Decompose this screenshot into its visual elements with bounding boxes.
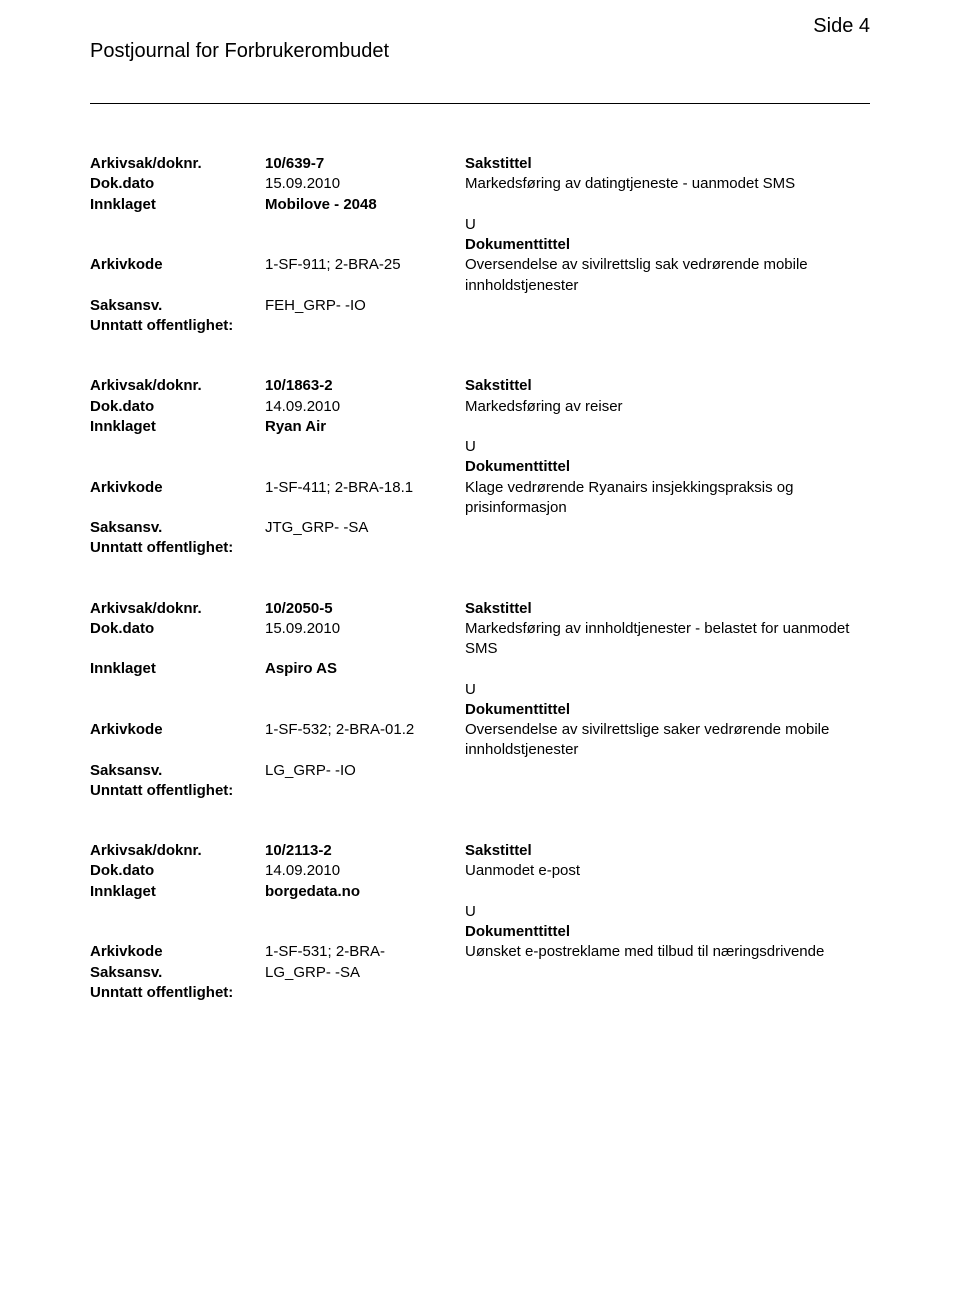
value-arkivsak: 10/639-7 bbox=[265, 154, 465, 174]
label-arkivsak: Arkivsak/doknr. bbox=[90, 376, 265, 396]
label-sakstittel: Sakstittel bbox=[465, 841, 870, 861]
label-arkivkode: Arkivkode bbox=[90, 478, 265, 498]
record: Arkivsak/doknr. 10/1863-2 Sakstittel Dok… bbox=[90, 376, 870, 558]
label-arkivsak: Arkivsak/doknr. bbox=[90, 154, 265, 174]
value-arkivkode: 1-SF-911; 2-BRA-25 bbox=[265, 255, 465, 275]
value-arkivsak: 10/2113-2 bbox=[265, 841, 465, 861]
value-arkivkode: 1-SF-531; 2-BRA- bbox=[265, 942, 465, 962]
label-dokumenttittel: Dokumenttittel bbox=[465, 457, 870, 477]
value-innklaget: Aspiro AS bbox=[265, 659, 465, 679]
value-sakstittel: Markedsføring av innholdtjenester - bela… bbox=[465, 619, 870, 660]
record: Arkivsak/doknr. 10/2113-2 Sakstittel Dok… bbox=[90, 841, 870, 1003]
label-sakstittel: Sakstittel bbox=[465, 154, 870, 174]
label-arkivkode: Arkivkode bbox=[90, 255, 265, 275]
value-innklaget: borgedata.no bbox=[265, 882, 465, 902]
value-doktittel: Klage vedrørende Ryanairs insjekkingspra… bbox=[465, 478, 870, 519]
value-dokdato: 14.09.2010 bbox=[265, 397, 465, 417]
label-arkivsak: Arkivsak/doknr. bbox=[90, 599, 265, 619]
label-sakstittel: Sakstittel bbox=[465, 599, 870, 619]
label-saksansv: Saksansv. bbox=[90, 963, 265, 983]
label-sakstittel: Sakstittel bbox=[465, 376, 870, 396]
label-dokdato: Dok.dato bbox=[90, 619, 265, 639]
value-arkivsak: 10/1863-2 bbox=[265, 376, 465, 396]
record: Arkivsak/doknr. 10/639-7 Sakstittel Dok.… bbox=[90, 154, 870, 336]
records-container: Arkivsak/doknr. 10/639-7 Sakstittel Dok.… bbox=[90, 154, 870, 1003]
value-doktittel: Oversendelse av sivilrettslig sak vedrør… bbox=[465, 255, 870, 296]
label-unntatt: Unntatt offentlighet: bbox=[90, 781, 233, 801]
label-dokdato: Dok.dato bbox=[90, 174, 265, 194]
value-dokdato: 15.09.2010 bbox=[265, 174, 465, 194]
value-kode: U bbox=[465, 680, 870, 700]
value-saksansv: FEH_GRP- -IO bbox=[265, 296, 465, 316]
label-dokdato: Dok.dato bbox=[90, 861, 265, 881]
label-saksansv: Saksansv. bbox=[90, 518, 265, 538]
label-innklaget: Innklaget bbox=[90, 417, 265, 437]
value-sakstittel: Uanmodet e-post bbox=[465, 861, 870, 881]
label-arkivkode: Arkivkode bbox=[90, 942, 265, 962]
page: Side 4 Postjournal for Forbrukerombudet … bbox=[0, 0, 960, 1316]
page-title: Postjournal for Forbrukerombudet bbox=[90, 40, 870, 63]
label-arkivkode: Arkivkode bbox=[90, 720, 265, 740]
label-innklaget: Innklaget bbox=[90, 659, 265, 679]
page-number: Side 4 bbox=[813, 15, 870, 38]
label-saksansv: Saksansv. bbox=[90, 296, 265, 316]
value-saksansv: LG_GRP- -SA bbox=[265, 963, 465, 983]
value-doktittel: Oversendelse av sivilrettslige saker ved… bbox=[465, 720, 870, 761]
value-innklaget: Mobilove - 2048 bbox=[265, 195, 465, 215]
value-kode: U bbox=[465, 215, 870, 235]
label-innklaget: Innklaget bbox=[90, 195, 265, 215]
value-arkivsak: 10/2050-5 bbox=[265, 599, 465, 619]
header-row: Side 4 Postjournal for Forbrukerombudet bbox=[90, 40, 870, 63]
value-kode: U bbox=[465, 902, 870, 922]
value-dokdato: 15.09.2010 bbox=[265, 619, 465, 639]
value-arkivkode: 1-SF-411; 2-BRA-18.1 bbox=[265, 478, 465, 498]
label-dokumenttittel: Dokumenttittel bbox=[465, 922, 870, 942]
value-saksansv: LG_GRP- -IO bbox=[265, 761, 465, 781]
label-dokdato: Dok.dato bbox=[90, 397, 265, 417]
label-dokumenttittel: Dokumenttittel bbox=[465, 235, 870, 255]
value-doktittel: Uønsket e-postreklame med tilbud til nær… bbox=[465, 942, 870, 962]
label-arkivsak: Arkivsak/doknr. bbox=[90, 841, 265, 861]
label-innklaget: Innklaget bbox=[90, 882, 265, 902]
value-dokdato: 14.09.2010 bbox=[265, 861, 465, 881]
value-kode: U bbox=[465, 437, 870, 457]
divider bbox=[90, 103, 870, 104]
label-unntatt: Unntatt offentlighet: bbox=[90, 316, 233, 336]
value-sakstittel: Markedsføring av datingtjeneste - uanmod… bbox=[465, 174, 870, 194]
value-arkivkode: 1-SF-532; 2-BRA-01.2 bbox=[265, 720, 465, 740]
label-unntatt: Unntatt offentlighet: bbox=[90, 538, 233, 558]
value-saksansv: JTG_GRP- -SA bbox=[265, 518, 465, 538]
label-unntatt: Unntatt offentlighet: bbox=[90, 983, 233, 1003]
label-saksansv: Saksansv. bbox=[90, 761, 265, 781]
value-innklaget: Ryan Air bbox=[265, 417, 465, 437]
record: Arkivsak/doknr. 10/2050-5 Sakstittel Dok… bbox=[90, 599, 870, 802]
value-sakstittel: Markedsføring av reiser bbox=[465, 397, 870, 417]
label-dokumenttittel: Dokumenttittel bbox=[465, 700, 870, 720]
